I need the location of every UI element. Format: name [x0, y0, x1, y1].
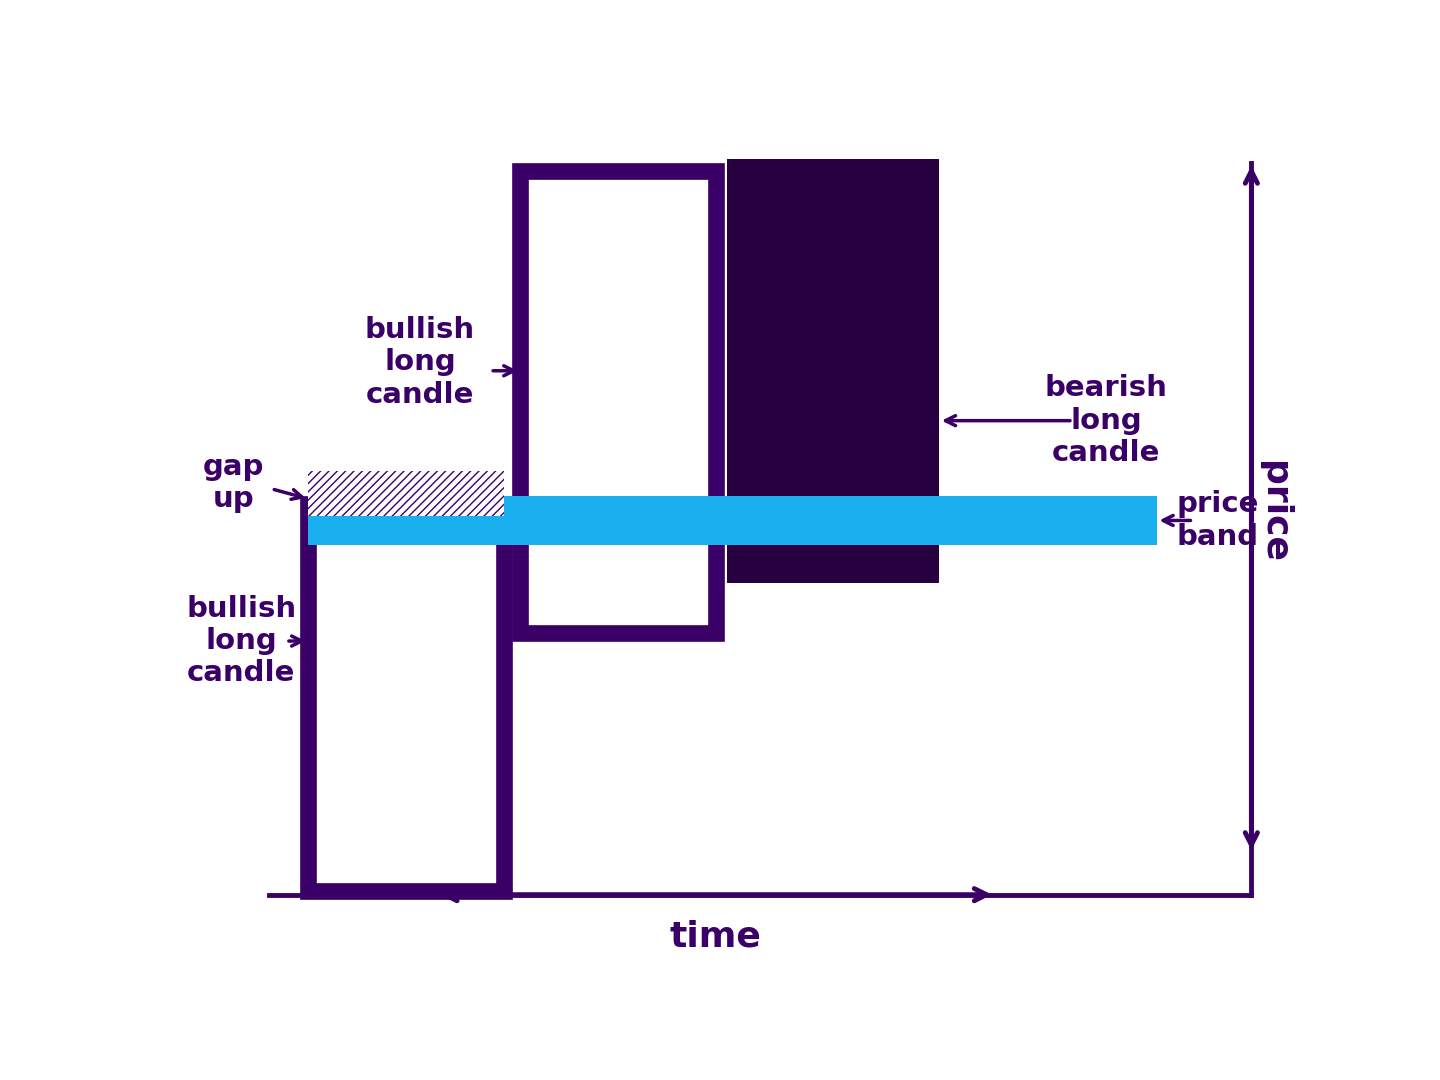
- Bar: [308, 496, 1156, 545]
- Text: bullish
long
candle: bullish long candle: [186, 595, 297, 688]
- Bar: [727, 159, 939, 583]
- Bar: [308, 471, 504, 516]
- Text: price
band: price band: [1176, 490, 1259, 551]
- Text: bullish
long
candle: bullish long candle: [364, 316, 475, 409]
- Text: time: time: [670, 919, 762, 954]
- Text: price: price: [1257, 461, 1290, 563]
- Bar: [308, 503, 504, 891]
- Text: bearish
long
candle: bearish long candle: [1045, 375, 1168, 467]
- Text: gap
up: gap up: [203, 453, 265, 513]
- Bar: [520, 171, 716, 633]
